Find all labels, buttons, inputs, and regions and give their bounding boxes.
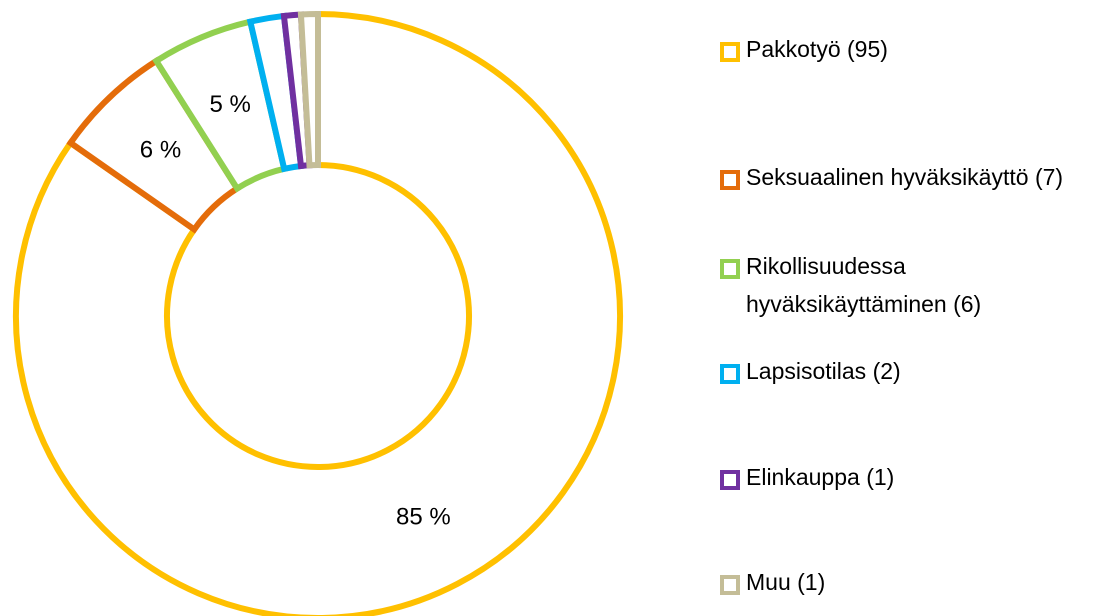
- legend-item: Elinkauppa (1): [720, 464, 1086, 496]
- legend-swatch: [720, 259, 740, 279]
- donut-segment: [297, 10, 321, 169]
- legend-swatch: [720, 364, 740, 384]
- legend-label: Seksuaalinen hyväksikäyttö (7): [746, 164, 1064, 190]
- legend-item: Lapsisotilas (2): [720, 358, 1086, 390]
- donut-segment: [13, 10, 623, 616]
- legend-label: Muu (1): [746, 569, 826, 595]
- legend-item: Seksuaalinen hyväksikäyttö (7): [720, 164, 1086, 196]
- legend-swatch: [720, 170, 740, 190]
- legend-item: Muu (1): [720, 569, 1086, 601]
- data-label: 6 %: [140, 136, 181, 163]
- chart: 85 % 6 % 5 %: [13, 10, 623, 616]
- legend-item: Pakkotyö (95): [720, 36, 1086, 68]
- data-label: 5 %: [209, 91, 250, 118]
- legend-label: Rikollisuudessa hyväksikäyttäminen (6): [746, 253, 982, 317]
- legend-swatch: [720, 42, 740, 62]
- legend-item: Rikollisuudessa hyväksikäyttäminen (6): [720, 253, 1086, 323]
- legend-swatch: [720, 470, 740, 490]
- legend-label: Elinkauppa (1): [746, 464, 895, 490]
- data-label: 85 %: [396, 504, 451, 531]
- legend-label: Pakkotyö (95): [746, 36, 888, 62]
- legend-swatch: [720, 575, 740, 595]
- legend-label: Lapsisotilas (2): [746, 358, 901, 384]
